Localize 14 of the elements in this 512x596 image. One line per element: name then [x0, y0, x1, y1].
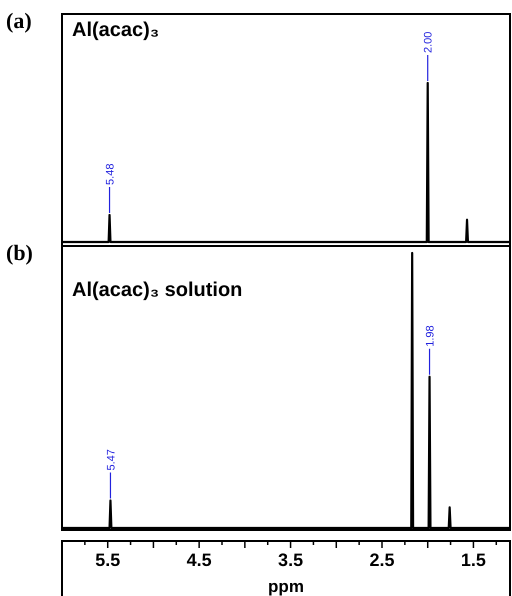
annotation: 1.98	[424, 325, 437, 347]
x-tick-label: 3.5	[278, 550, 304, 570]
annotation: 5.48	[104, 164, 117, 185]
text: Al(acac)₃ solution	[72, 279, 242, 301]
text: (a)	[6, 8, 32, 33]
x-tick-label: 5.5	[95, 550, 120, 570]
x-tick-label: 4.5	[186, 550, 212, 570]
text: (b)	[6, 240, 33, 265]
x-tick-label: 2.5	[369, 550, 395, 570]
annotation: 2.00	[422, 32, 435, 53]
x-tick-label: 1.5	[460, 550, 486, 570]
x-axis-title: ppm	[268, 577, 304, 596]
annotation: 5.47	[105, 449, 118, 470]
chart-title: Al(acac)₃	[72, 19, 160, 41]
